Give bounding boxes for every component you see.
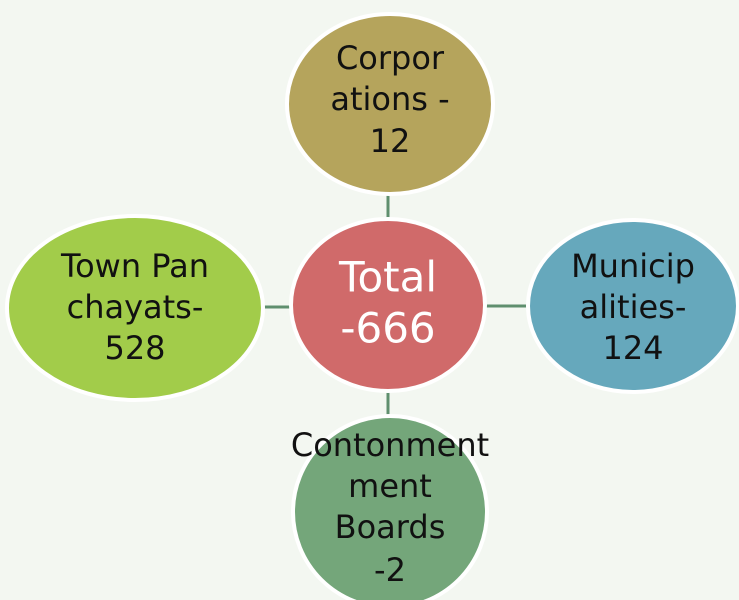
node-label: Town Pan: [60, 247, 209, 285]
node-shape: [526, 218, 739, 394]
node: Total-666: [289, 217, 487, 393]
node-shape: [289, 217, 487, 393]
node-label: Total: [338, 253, 437, 302]
node-shape: [285, 12, 495, 196]
node-label: alities-: [580, 288, 687, 326]
node-label: ations -: [330, 80, 449, 118]
node-label: ment: [348, 467, 432, 505]
node-label: 12: [370, 122, 411, 160]
node-label: Contonment: [291, 426, 489, 464]
node-shape: [5, 214, 265, 402]
node-label: chayats-: [67, 288, 204, 326]
node-label: Corpor: [336, 39, 445, 77]
node-label: 124: [602, 329, 663, 367]
connectors: [262, 195, 527, 415]
node-label: Boards: [335, 508, 446, 546]
node-label: Municip: [571, 247, 695, 285]
node-label: -666: [340, 304, 435, 353]
node-label: 528: [104, 329, 165, 367]
node-label: -2: [374, 551, 406, 589]
node-shape: [291, 414, 489, 600]
